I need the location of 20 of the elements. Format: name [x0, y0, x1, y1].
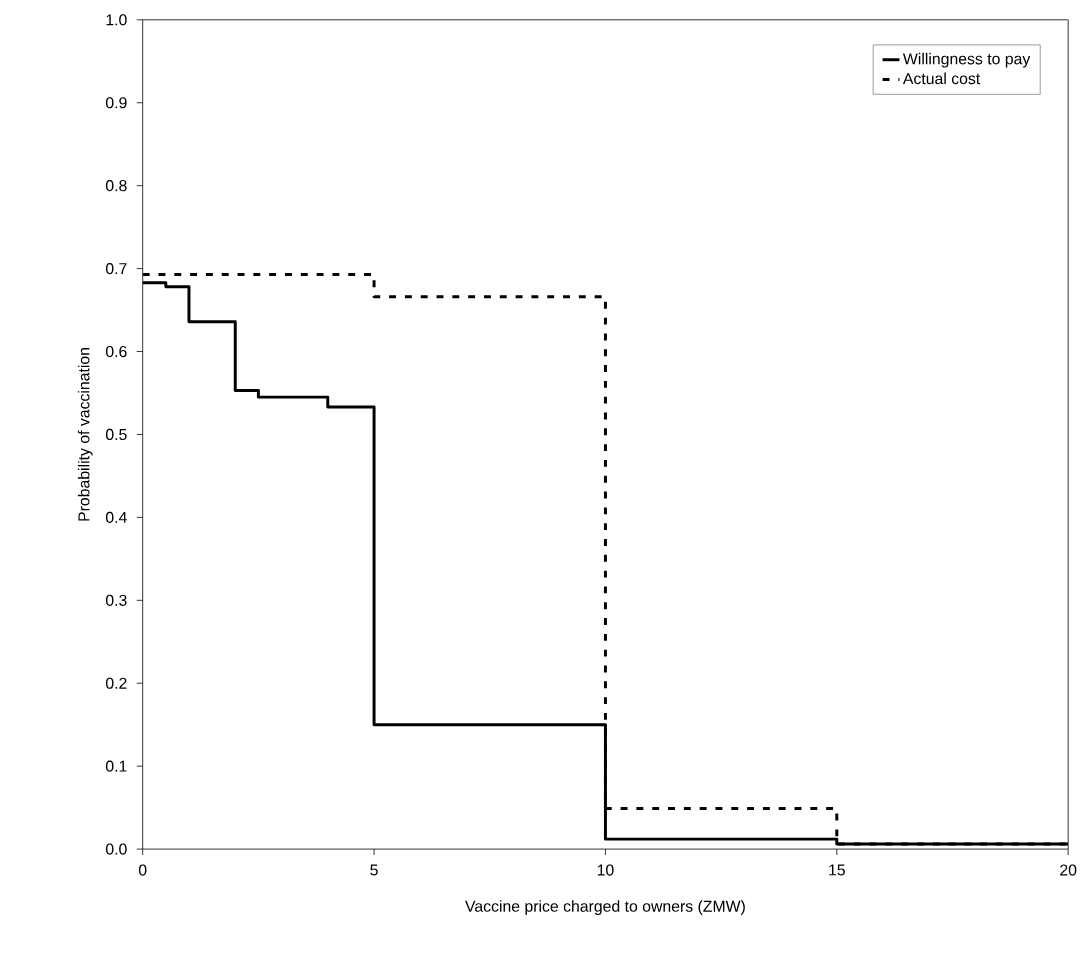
y-tick-label: 1.0 — [106, 14, 127, 26]
x-tick-label: 0 — [138, 864, 147, 876]
y-tick-label: 0.5 — [105, 428, 127, 441]
y-tick-label: 0.3 — [105, 594, 127, 606]
x-tick-label: 20 — [1060, 864, 1077, 876]
x-axis-title: Vaccine price charged to owners (ZMW) — [465, 900, 745, 915]
y-axis-title: Probability of vaccination — [77, 348, 93, 521]
legend-label: Actual cost — [902, 72, 981, 85]
x-tick-label: 10 — [597, 864, 614, 876]
x-tick-label: 15 — [829, 864, 845, 876]
y-tick-label: 0.7 — [105, 263, 127, 275]
y-tick-label: 0.0 — [105, 843, 127, 855]
y-tick-label: 0.2 — [105, 677, 127, 689]
x-tick-label: 5 — [370, 864, 378, 876]
y-tick-label: 0.6 — [105, 345, 127, 358]
y-tick-label: 0.4 — [105, 511, 127, 523]
y-tick-label: 0.8 — [105, 180, 127, 192]
y-tick-label: 0.1 — [105, 760, 127, 772]
legend-label: Willingness to pay — [902, 52, 1031, 68]
y-tick-label: 0.9 — [105, 97, 127, 109]
